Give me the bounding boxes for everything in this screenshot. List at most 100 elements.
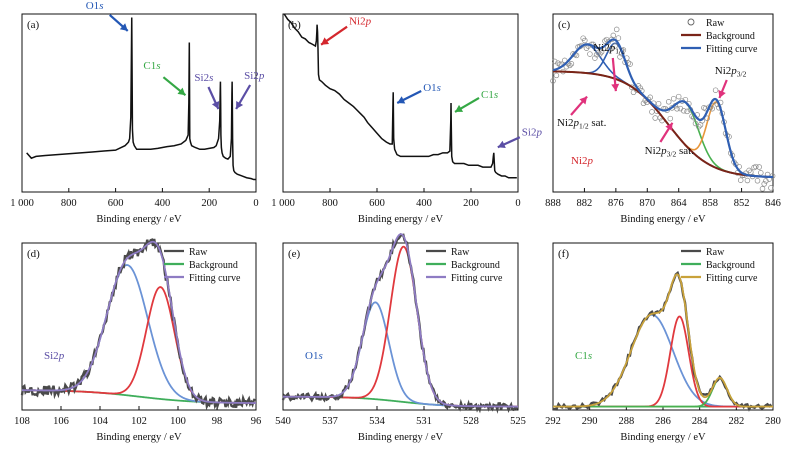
spectrum-title: Si2p	[44, 350, 65, 362]
peak-label-ni2p32: Ni2p3/2	[715, 65, 747, 79]
survey-spectrum-line	[283, 13, 517, 179]
legend-label: Fitting curve	[706, 273, 758, 284]
peak-label: Si2s	[194, 72, 213, 84]
peak-arrow	[396, 90, 422, 104]
raw-point	[712, 87, 719, 93]
spectrum-title: C1s	[575, 350, 592, 362]
panel-label: (d)	[27, 248, 40, 260]
peak-arrow	[207, 86, 220, 110]
fitting-curve-line	[552, 38, 774, 179]
raw-point	[709, 105, 715, 112]
raw-point	[629, 84, 635, 90]
raw-point	[602, 38, 608, 44]
x-tick-label: 108	[14, 416, 30, 427]
legend-label: Background	[706, 260, 755, 271]
x-tick-label: 96	[251, 416, 262, 427]
x-tick-label: 104	[92, 416, 109, 427]
x-tick-label: 282	[728, 416, 744, 427]
spectrum-title-ni2p: Ni2p	[571, 155, 594, 167]
x-axis-title: Binding energy / eV	[96, 432, 182, 443]
x-tick-label: 800	[61, 198, 77, 209]
panel-d: 108 106 104 102 100 98 96 Binding energy / eV (d…	[14, 238, 262, 443]
peak-arrow	[162, 76, 187, 97]
x-tick-label: 531	[416, 416, 432, 427]
survey-spectrum-line	[26, 17, 256, 181]
plot-frame	[282, 242, 519, 411]
raw-point	[754, 178, 761, 184]
peak-arrow	[611, 57, 620, 92]
x-tick-label: 284	[692, 416, 709, 427]
peak-arrow	[320, 25, 348, 46]
legend-label: Fitting curve	[451, 273, 503, 284]
peak-arrow	[718, 79, 728, 99]
x-tick-label: 400	[416, 198, 432, 209]
raw-point	[553, 72, 560, 79]
x-tick-label: 292	[545, 416, 561, 427]
raw-point	[737, 177, 744, 183]
x-tick-label: 280	[765, 416, 781, 427]
raw-point	[587, 51, 593, 57]
x-tick-label: 1 000	[271, 198, 295, 209]
raw-point	[652, 115, 658, 121]
plot-frame	[282, 13, 519, 193]
raw-data-line	[552, 270, 773, 412]
fitting-curve-line	[283, 233, 518, 408]
raw-point	[563, 63, 570, 70]
peak-label: O1s	[423, 82, 441, 94]
raw-point	[598, 49, 605, 55]
legend-label: Fitting curve	[706, 44, 758, 55]
x-tick-label: 600	[369, 198, 385, 209]
peak-arrow	[497, 136, 521, 149]
component-peak	[21, 286, 257, 404]
peak-label: C1s	[481, 89, 498, 101]
panel-f: 292 290 288 286 284 282 280 Binding energy / eV…	[545, 242, 781, 443]
legend-item-background: Background	[681, 31, 755, 42]
plot-frame	[552, 13, 774, 193]
raw-point	[761, 181, 767, 187]
legend-label: Raw	[706, 18, 725, 29]
legend-label: Raw	[189, 247, 208, 258]
raw-point	[768, 185, 774, 191]
raw-point	[627, 61, 633, 67]
x-axis-title: Binding energy / eV	[620, 432, 706, 443]
raw-point	[680, 108, 687, 114]
legend-label: Background	[706, 31, 755, 42]
legend-label: Background	[189, 260, 238, 271]
raw-data-line	[20, 238, 256, 411]
x-axis-title: Binding energy / eV	[358, 432, 444, 443]
fitting-curve-line	[553, 273, 773, 408]
x-tick-label: 876	[608, 198, 624, 209]
peak-label: Si2p	[522, 126, 543, 138]
raw-point	[615, 35, 622, 41]
x-tick-label: 200	[463, 198, 479, 209]
raw-point	[692, 120, 699, 127]
raw-point	[592, 55, 598, 61]
x-tick-label: 286	[655, 416, 671, 427]
x-axis-title: Binding energy / eV	[358, 214, 444, 225]
panel-label: (c)	[558, 19, 571, 31]
x-tick-label: 400	[155, 198, 171, 209]
spectrum-title: O1s	[305, 350, 323, 362]
x-tick-label: 106	[53, 416, 69, 427]
x-tick-label: 100	[170, 416, 186, 427]
x-tick-label: 864	[671, 198, 688, 209]
peak-label: C1s	[143, 60, 160, 72]
raw-point	[640, 100, 647, 107]
raw-point	[551, 58, 558, 65]
legend-item-background: Background	[164, 260, 238, 271]
x-tick-label: 0	[253, 198, 258, 209]
raw-point	[696, 123, 702, 130]
peak-arrow	[659, 122, 674, 143]
raw-point	[744, 177, 751, 184]
x-tick-label: 858	[702, 198, 718, 209]
peak-label: O1s	[86, 0, 104, 12]
panel-c: 888 882 876 870 864 858 852 846 Binding energy /…	[545, 13, 781, 225]
panel-a: 1 000 800 600 400 200 0 Binding energy / eV (a)…	[10, 0, 265, 225]
peak-arrow	[570, 95, 588, 116]
x-tick-label: 800	[322, 198, 338, 209]
legend-item-fitting-curve: Fitting curve	[681, 273, 758, 284]
x-tick-label: 1 000	[10, 198, 34, 209]
x-tick-label: 888	[545, 198, 561, 209]
raw-point	[613, 26, 620, 33]
